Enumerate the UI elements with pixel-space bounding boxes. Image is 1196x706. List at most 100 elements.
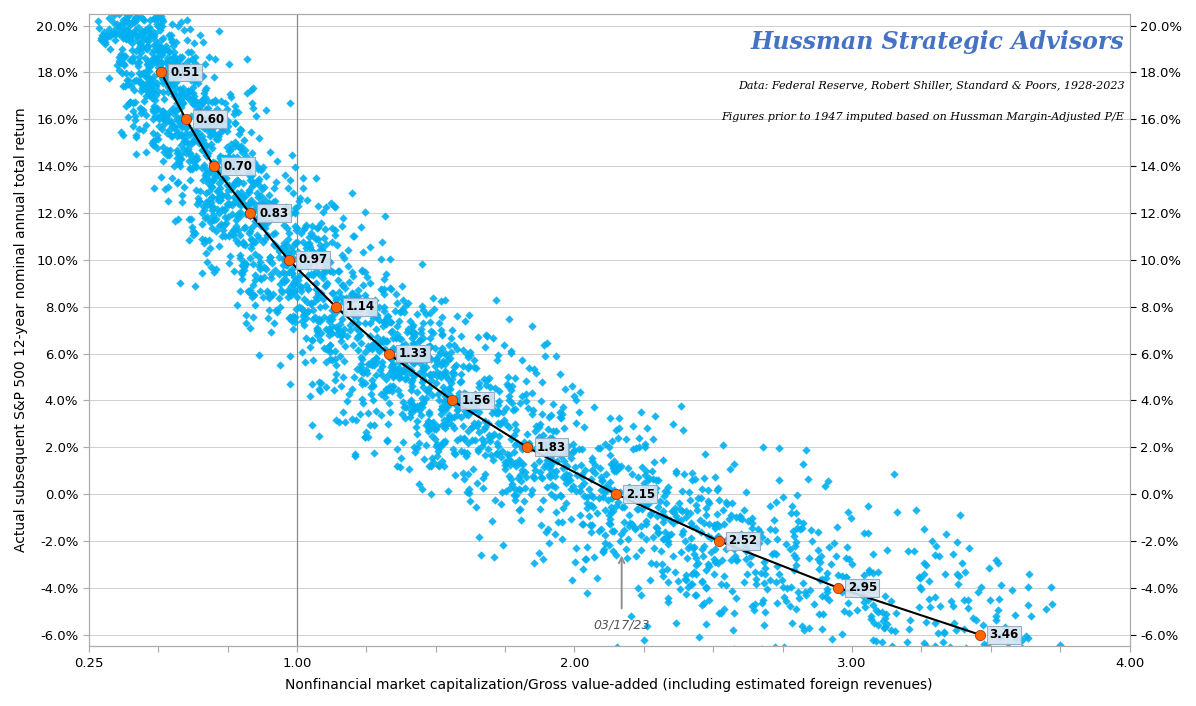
- Point: [289, 301, 309, 313]
- Point: [356, 294, 376, 305]
- Point: [421, 489, 440, 500]
- Point: [147, 129, 166, 140]
- Point: [187, 150, 206, 162]
- Point: [396, 339, 415, 350]
- Point: [848, 604, 867, 615]
- Point: [672, 505, 691, 517]
- Point: [213, 167, 232, 178]
- Point: [911, 584, 930, 595]
- Point: [214, 205, 233, 216]
- Point: [505, 446, 524, 457]
- Point: [352, 265, 371, 277]
- Point: [220, 88, 239, 100]
- Point: [124, 16, 144, 28]
- Point: [190, 133, 209, 144]
- Point: [161, 130, 181, 141]
- Point: [457, 447, 476, 458]
- Point: [641, 508, 660, 519]
- Point: [120, 34, 139, 45]
- Point: [361, 317, 380, 328]
- Point: [138, 43, 157, 54]
- Point: [299, 239, 318, 250]
- Point: [385, 306, 404, 317]
- Point: [185, 51, 205, 62]
- Point: [542, 433, 561, 444]
- Point: [164, 68, 183, 80]
- Point: [603, 525, 622, 536]
- Point: [367, 369, 386, 381]
- Point: [169, 67, 188, 78]
- Point: [316, 356, 335, 367]
- Point: [311, 328, 330, 339]
- Point: [127, 13, 146, 24]
- Point: [793, 578, 812, 589]
- Point: [183, 88, 202, 99]
- Point: [539, 438, 559, 450]
- Point: [108, 18, 127, 30]
- Point: [221, 159, 240, 170]
- Point: [975, 639, 994, 650]
- Point: [133, 83, 152, 94]
- Point: [243, 204, 262, 215]
- Point: [331, 292, 350, 303]
- Point: [665, 503, 684, 514]
- Point: [325, 374, 344, 385]
- Point: [343, 414, 362, 425]
- Point: [761, 500, 780, 511]
- Point: [196, 118, 215, 129]
- Point: [150, 65, 169, 76]
- Point: [698, 484, 718, 496]
- Point: [643, 489, 663, 500]
- Point: [380, 381, 399, 392]
- Point: [907, 505, 926, 516]
- Point: [243, 221, 262, 232]
- Point: [234, 258, 254, 270]
- Point: [470, 382, 489, 393]
- Point: [202, 180, 221, 191]
- Point: [347, 323, 366, 334]
- Point: [459, 487, 478, 498]
- Point: [599, 539, 618, 551]
- Point: [596, 438, 615, 450]
- Point: [251, 164, 270, 176]
- Point: [469, 531, 488, 542]
- Point: [421, 370, 440, 381]
- Point: [280, 244, 299, 256]
- Point: [401, 364, 420, 376]
- Point: [309, 251, 328, 263]
- Point: [233, 237, 252, 249]
- Point: [500, 460, 519, 471]
- Point: [923, 536, 942, 547]
- Point: [226, 157, 245, 169]
- Point: [195, 118, 214, 129]
- Point: [111, 19, 130, 30]
- Point: [370, 343, 389, 354]
- Point: [269, 269, 288, 280]
- Point: [303, 354, 322, 365]
- Point: [1019, 569, 1038, 580]
- Point: [367, 332, 386, 343]
- Point: [433, 342, 452, 354]
- Point: [121, 97, 140, 108]
- Point: [411, 323, 431, 335]
- Point: [631, 494, 651, 505]
- Point: [249, 191, 268, 202]
- Point: [794, 624, 813, 635]
- Point: [161, 172, 181, 184]
- Point: [478, 330, 498, 342]
- Point: [209, 191, 228, 203]
- Point: [396, 412, 415, 424]
- Point: [709, 558, 728, 569]
- Point: [197, 199, 216, 210]
- Point: [145, 94, 164, 105]
- Point: [248, 204, 267, 215]
- Point: [321, 353, 340, 364]
- Point: [98, 30, 117, 41]
- Point: [383, 325, 402, 337]
- Point: [541, 460, 560, 472]
- Point: [737, 486, 756, 498]
- Point: [384, 371, 403, 382]
- Point: [264, 239, 283, 251]
- Point: [173, 90, 193, 101]
- Point: [812, 573, 831, 585]
